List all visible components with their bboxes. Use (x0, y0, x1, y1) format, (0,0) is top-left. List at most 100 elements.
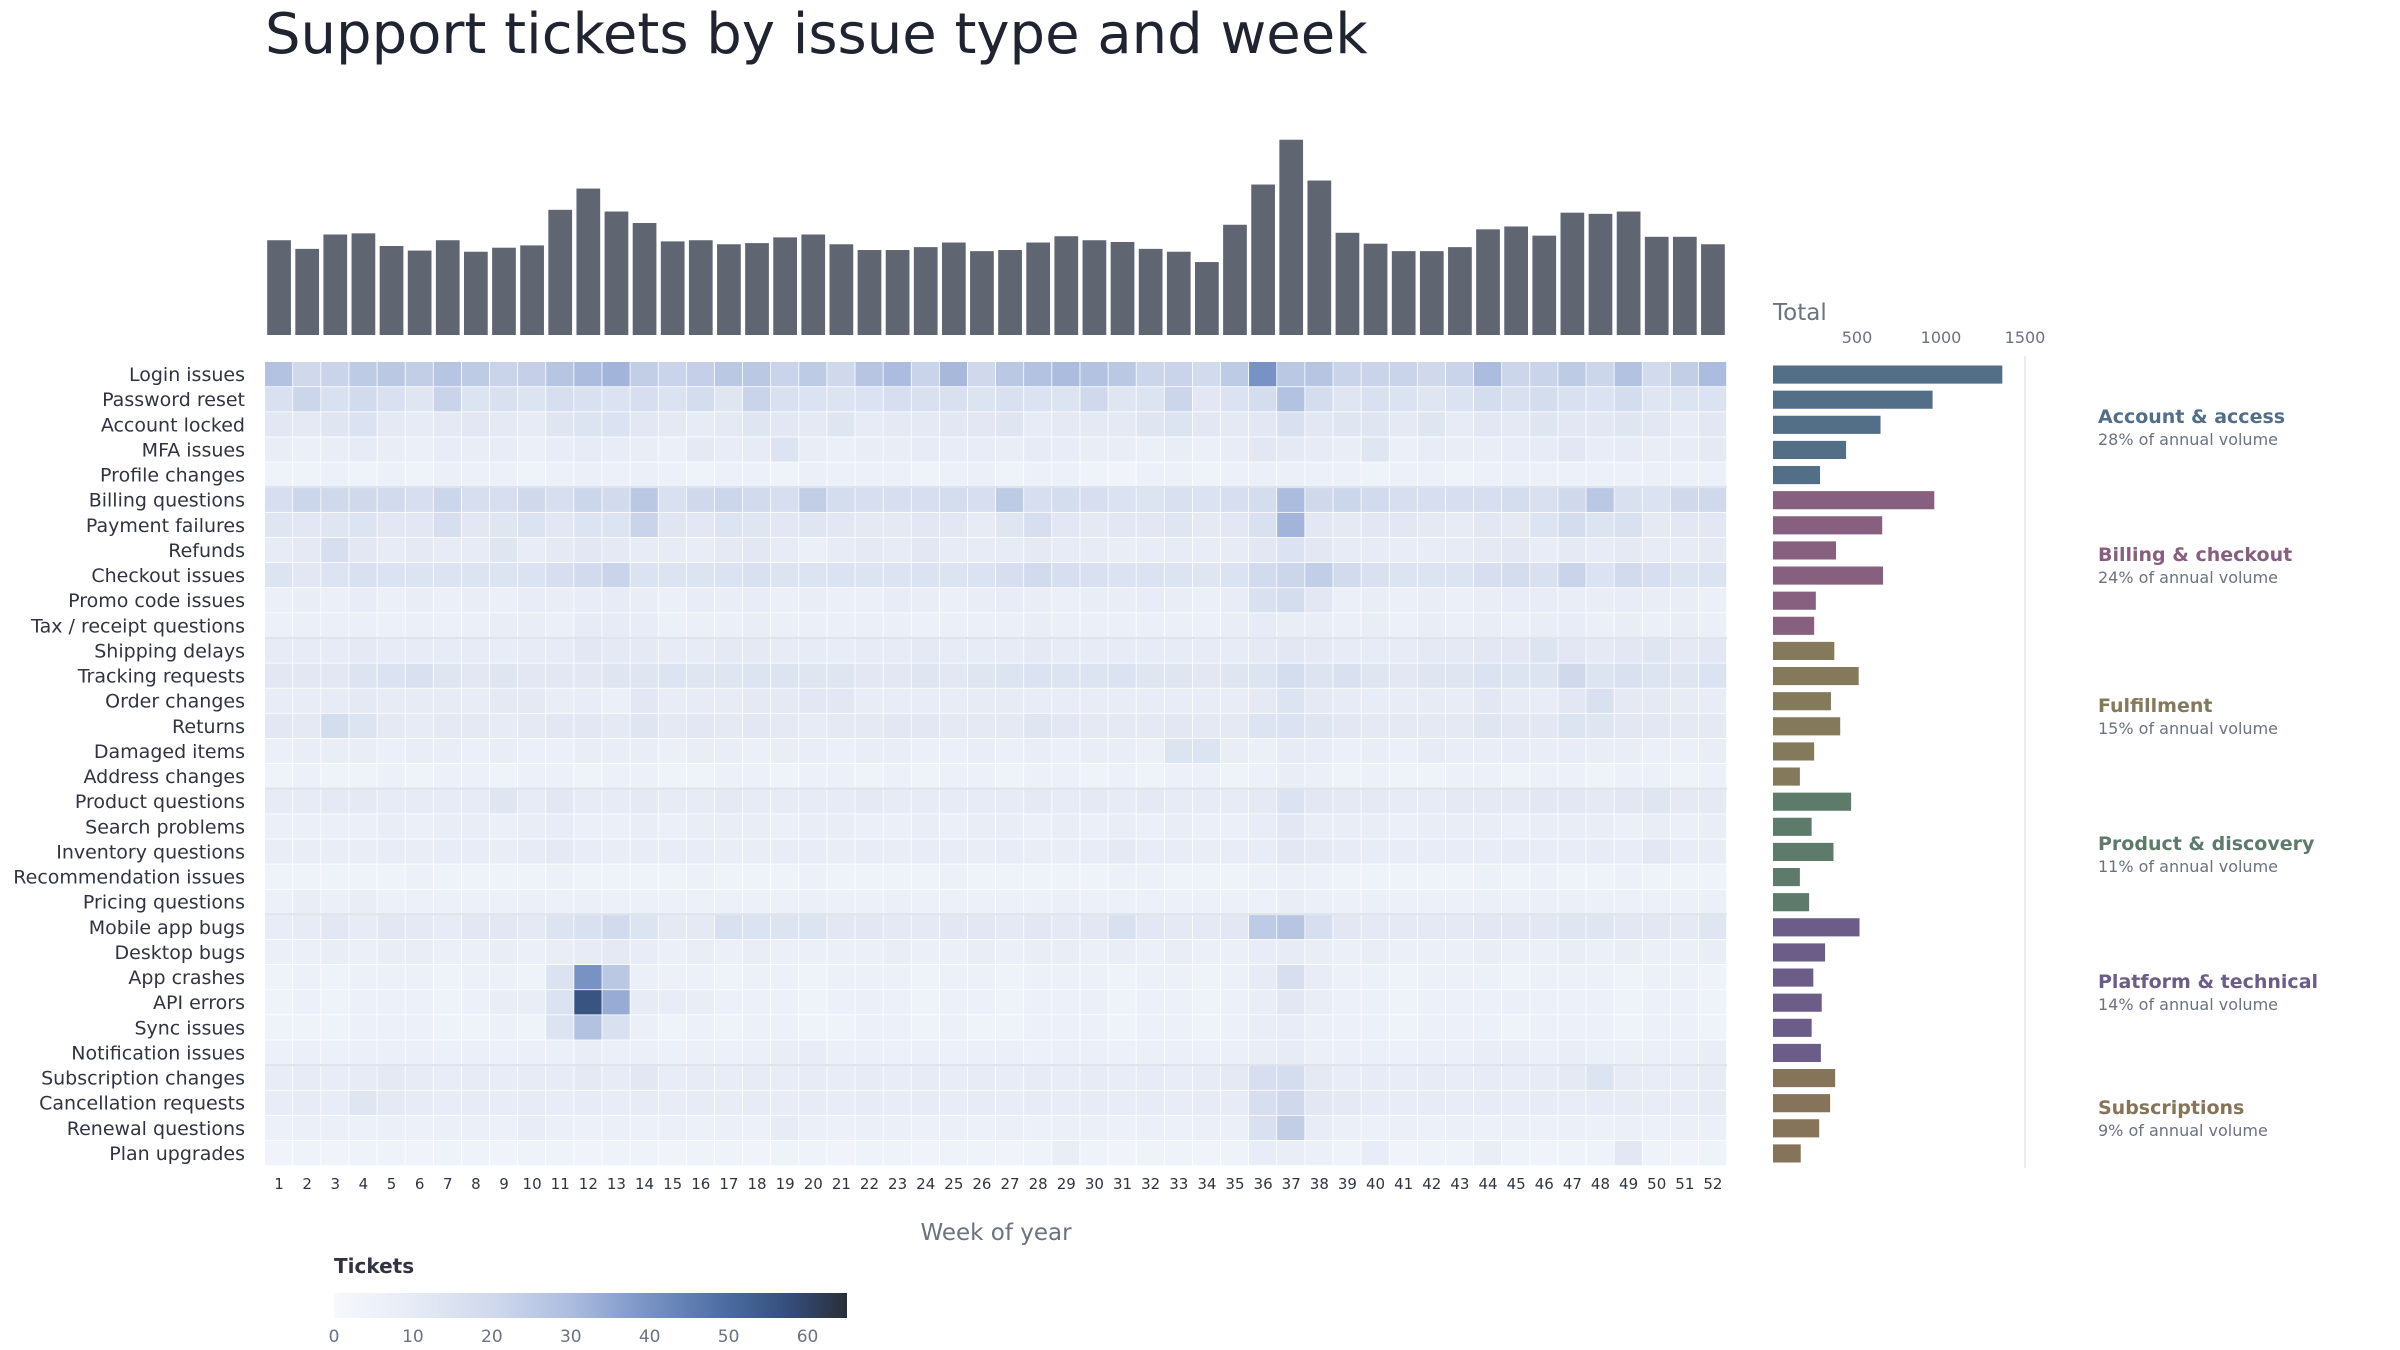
heatmap-cell (1024, 1015, 1052, 1040)
heatmap-cell (1249, 362, 1277, 387)
heatmap-cell (1249, 738, 1277, 764)
heatmap-cell (546, 738, 574, 764)
heatmap-cell (546, 537, 574, 563)
heatmap-cell (1277, 864, 1305, 889)
heatmap-cell (546, 914, 574, 940)
week-tick-label: 52 (1703, 1175, 1722, 1193)
heatmap-cell (1080, 1115, 1108, 1141)
heatmap-cell (293, 663, 321, 688)
week-total-bar (267, 240, 291, 335)
heatmap-cell (911, 1115, 939, 1141)
week-total-bar (1138, 248, 1163, 335)
heatmap-cell (855, 688, 883, 713)
week-tick-label: 13 (607, 1175, 626, 1193)
heatmap-cell (1530, 738, 1558, 764)
heatmap-cell (1080, 512, 1108, 538)
heatmap-cell (1417, 688, 1446, 713)
heatmap-cell (1530, 537, 1558, 563)
heatmap-cell (1080, 563, 1108, 588)
heatmap-cell (799, 889, 827, 914)
heatmap-cell (293, 563, 321, 588)
heatmap-cell (518, 437, 546, 462)
row-total-bar (1773, 993, 1822, 1012)
heatmap-cell (855, 1115, 883, 1141)
heatmap-cell (686, 789, 715, 814)
heatmap-cell (1670, 1065, 1699, 1090)
heatmap-cell (855, 990, 883, 1015)
heatmap-cell (602, 1115, 630, 1141)
heatmap-cell (1277, 437, 1305, 462)
heatmap-cell (1333, 1115, 1361, 1141)
heatmap-cell (658, 437, 686, 462)
heatmap-cell (602, 914, 630, 940)
heatmap-cell (349, 864, 377, 889)
heatmap-cell (405, 1015, 433, 1040)
heatmap-cell (1642, 839, 1670, 864)
heatmap-cell (939, 764, 968, 789)
heatmap-cell (574, 965, 602, 990)
heatmap-cell (1192, 563, 1221, 588)
heatmap-cell (686, 1115, 715, 1141)
heatmap-cell (1220, 362, 1249, 387)
heatmap-cell (939, 814, 968, 839)
heatmap-cell (799, 939, 827, 965)
heatmap-cell (433, 537, 462, 563)
heatmap-cell (1164, 537, 1193, 563)
heatmap-cell (1164, 889, 1193, 914)
heatmap-cell (405, 487, 433, 512)
heatmap-cell (489, 362, 518, 387)
heatmap-cell (1530, 362, 1558, 387)
heatmap-cell (546, 663, 574, 688)
heatmap-cell (461, 688, 490, 713)
heatmap-cell (771, 1015, 799, 1040)
heatmap-cell (1614, 1065, 1642, 1090)
heatmap-cell (1249, 1065, 1277, 1090)
heatmap-cell (1670, 462, 1699, 487)
heatmap-cell (1614, 1090, 1642, 1115)
heatmap-cell (1614, 537, 1642, 563)
heatmap-cell (1108, 563, 1136, 588)
heatmap-cell (658, 965, 686, 990)
heatmap-cell (1024, 663, 1052, 688)
heatmap-cell (771, 814, 799, 839)
heatmap-cell (799, 1015, 827, 1040)
heatmap-cell (1277, 1090, 1305, 1115)
heatmap-cell (1473, 839, 1502, 864)
heatmap-cell (293, 1015, 321, 1040)
heatmap-cell (771, 864, 799, 889)
heatmap-cell (546, 613, 574, 638)
row-total-bar (1773, 1069, 1836, 1088)
heatmap-cell (1136, 764, 1164, 789)
heatmap-cell (1333, 738, 1361, 764)
heatmap-cell (1473, 663, 1502, 688)
heatmap-cell (489, 965, 518, 990)
heatmap-cell (967, 487, 996, 512)
heatmap-cell (1586, 1065, 1614, 1090)
heatmap-cell (1024, 1090, 1052, 1115)
heatmap-cell (1558, 1090, 1586, 1115)
week-tick-label: 40 (1366, 1175, 1385, 1193)
heatmap-cell (461, 663, 490, 688)
week-tick-label: 9 (499, 1175, 509, 1193)
heatmap-cell (349, 965, 377, 990)
heatmap-cell (1192, 1090, 1221, 1115)
week-tick-label: 44 (1478, 1175, 1497, 1193)
week-tick-label: 7 (443, 1175, 453, 1193)
heatmap-cell (1192, 362, 1221, 387)
heatmap-cell (349, 990, 377, 1015)
heatmap-cell (799, 789, 827, 814)
week-total-bar (998, 250, 1022, 335)
heatmap-cell (293, 864, 321, 889)
heatmap-cell (1024, 764, 1052, 789)
heatmap-cell (1136, 914, 1164, 940)
heatmap-cell (883, 613, 911, 638)
row-total-bar (1773, 943, 1826, 962)
heatmap-cell (349, 537, 377, 563)
heatmap-cell (518, 1115, 546, 1141)
heatmap-cell (883, 889, 911, 914)
heatmap-cell (1192, 387, 1221, 412)
heatmap-cell (461, 814, 490, 839)
heatmap-cell (433, 889, 462, 914)
week-tick-label: 36 (1254, 1175, 1273, 1193)
heatmap-cell (630, 864, 658, 889)
